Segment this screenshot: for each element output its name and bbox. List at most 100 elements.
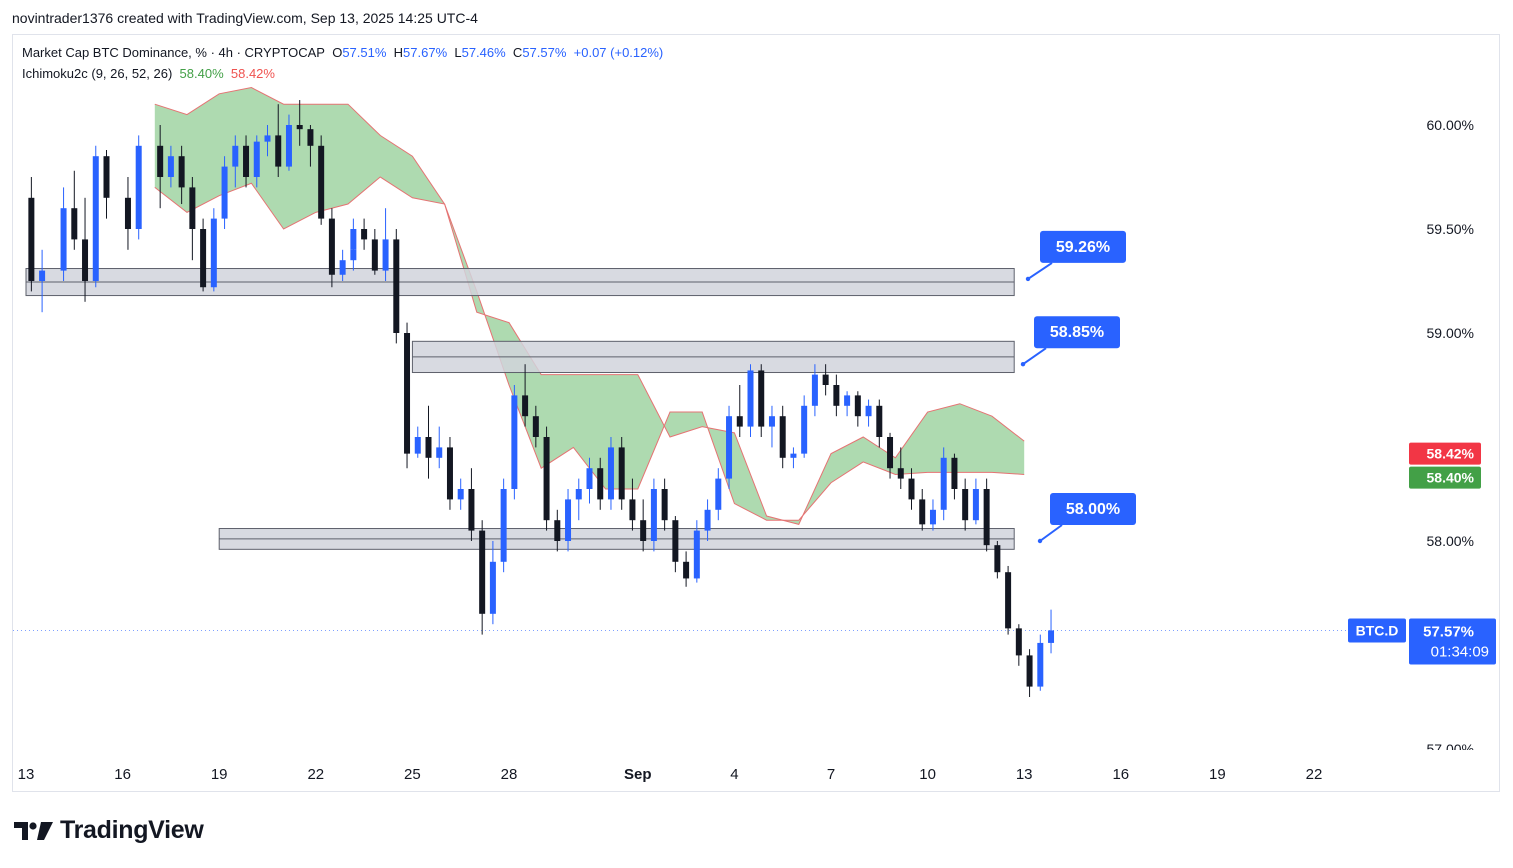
callout-box (1034, 316, 1120, 349)
symbol-legend[interactable]: Market Cap BTC Dominance, % · 4h · CRYPT… (22, 45, 663, 60)
candle-body (683, 561, 690, 579)
candle-body (811, 374, 818, 406)
candle-body (693, 530, 700, 579)
candle-body (489, 561, 496, 614)
candle-body (1026, 655, 1033, 687)
candle-body (511, 395, 518, 489)
symbol-tag-box (1348, 618, 1406, 643)
time-axis-label: Sep (624, 766, 652, 783)
candle-body (275, 135, 282, 167)
time-axis-label: 13 (1016, 766, 1033, 783)
last-price-box (1409, 618, 1496, 665)
candle-body (124, 197, 131, 229)
time-axis-label: 19 (1209, 766, 1226, 783)
candle-body (1015, 628, 1022, 656)
price-tick-label: 59.50% (1427, 221, 1474, 237)
cloud-fill (154, 87, 1025, 525)
price-axis[interactable]: 60.00% 59.50% 59.00% 58.00% 57.00% (1427, 117, 1474, 757)
candle-body (994, 545, 1001, 573)
attribution: novintrader1376 created with TradingView… (12, 10, 478, 26)
candle-body (189, 187, 196, 229)
callout-label: 58.00% (1066, 501, 1120, 518)
candle-body (962, 489, 969, 521)
candle-body (522, 395, 529, 417)
candle-body (983, 489, 990, 546)
low-label: L (454, 45, 462, 60)
time-axis-label: 16 (1112, 766, 1129, 783)
candle-body (82, 239, 89, 281)
candle-body (747, 370, 754, 427)
time-axis-label: 22 (1306, 766, 1323, 783)
candle-body (650, 489, 657, 541)
time-axis-label: 7 (827, 766, 835, 783)
candle-body (243, 145, 250, 177)
candle-body (60, 208, 67, 271)
price-tick-label: 59.00% (1427, 325, 1474, 341)
price-callouts: 59.26% 58.85% 58.00% (1020, 230, 1136, 544)
candle-body (532, 416, 539, 437)
candle-body (500, 489, 507, 562)
price-axis-tags: 58.42% 58.40% BTC.D 57.57% 01:34:09 (1348, 442, 1496, 665)
time-axis[interactable]: 13 16 19 22 25 28 Sep 4 7 10 13 16 19 22 (18, 766, 1323, 783)
candle-body (382, 239, 389, 271)
callout-anchor (1020, 362, 1026, 367)
callout-anchor (1037, 538, 1043, 544)
indicator-name: Ichimoku2c (9, 26, 52, 26) (22, 66, 173, 81)
high-label: H (393, 45, 404, 60)
time-axis-label: 19 (211, 766, 228, 783)
high-value: 57.67% (403, 45, 448, 60)
candle-body (929, 509, 936, 525)
candle-body (232, 145, 239, 167)
support-resistance-zones (25, 268, 1015, 550)
candle-body (39, 270, 46, 281)
candle-body (554, 520, 561, 541)
candle-body (618, 447, 625, 500)
candle-body (661, 489, 668, 521)
candle-body (393, 239, 400, 333)
candle-body (575, 489, 582, 500)
candles (28, 100, 1055, 697)
candle-body (178, 156, 185, 188)
candle-body (586, 468, 593, 489)
candle-body (468, 489, 475, 531)
price-tick-label: 57.00% (1427, 741, 1474, 757)
close-label: C (512, 45, 523, 60)
candle-body (897, 468, 904, 479)
callout-label: 59.26% (1056, 239, 1110, 256)
candle-body (726, 416, 733, 479)
price-tick-label: 58.00% (1427, 533, 1474, 549)
callout-box (1040, 230, 1126, 263)
callout-pointer (1022, 347, 1047, 366)
candle-body (167, 156, 174, 177)
candle-body (887, 437, 894, 469)
candle-body (758, 370, 765, 427)
candle-body (876, 405, 883, 437)
candle-body (414, 437, 421, 454)
candle-body (350, 229, 357, 250)
candle-body (715, 478, 722, 510)
candle-body (919, 499, 926, 525)
change-value: +0.07 (+0.12%) (573, 45, 664, 60)
candle-body (768, 416, 775, 427)
indicator-value-2: 58.42% (230, 66, 275, 81)
time-axis-label: 25 (404, 766, 421, 783)
callout-pointer (1027, 262, 1053, 280)
candle-body (940, 457, 947, 510)
countdown-label: 01:34:09 (1431, 643, 1489, 660)
tradingview-logo[interactable]: TradingView (14, 816, 204, 845)
symbol-tag-label: BTC.D (1356, 622, 1399, 638)
candle-body (736, 416, 743, 427)
indicator-legend[interactable]: Ichimoku2c (9, 26, 52, 26) 58.40% 58.42% (22, 66, 275, 81)
candle-body (1005, 572, 1012, 629)
candle-body (543, 437, 550, 521)
symbol-name: Market Cap BTC Dominance, % · 4h · CRYPT… (22, 45, 325, 60)
candle-body (296, 125, 303, 130)
candle-body (404, 333, 411, 454)
candle-body (221, 166, 228, 219)
callout-anchor (1025, 276, 1031, 282)
callout-box (1050, 493, 1136, 525)
time-axis-label: 10 (919, 766, 936, 783)
indicator-value-1: 58.40% (179, 66, 224, 81)
candle-body (371, 239, 378, 271)
